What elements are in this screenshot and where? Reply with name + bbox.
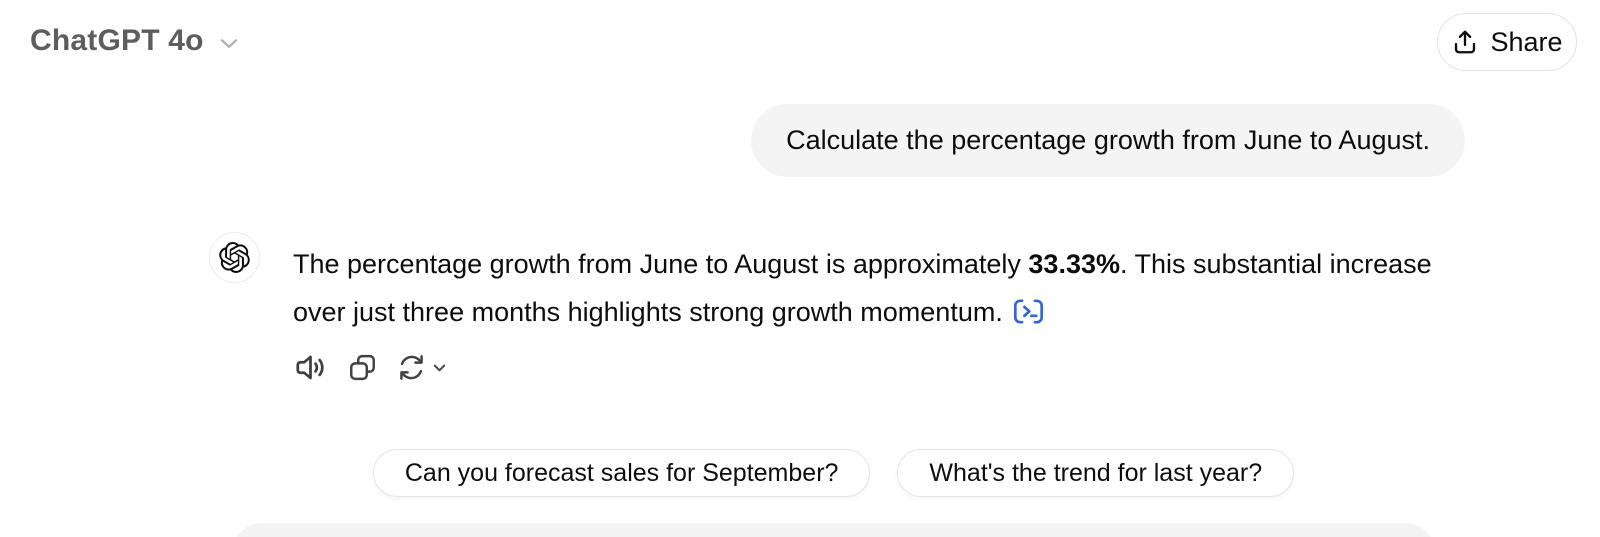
- read-aloud-button[interactable]: [294, 350, 329, 385]
- speaker-icon: [294, 350, 329, 385]
- share-button-label: Share: [1490, 26, 1563, 57]
- user-message-text: Calculate the percentage growth from Jun…: [786, 125, 1430, 155]
- suggestion-chip-label: Can you forecast sales for September?: [404, 458, 839, 487]
- suggestion-chips: Can you forecast sales for September? Wh…: [232, 449, 1435, 497]
- user-message-bubble: Calculate the percentage growth from Jun…: [751, 104, 1465, 177]
- regenerate-button[interactable]: [396, 352, 449, 383]
- terminal-citation-icon[interactable]: [1012, 292, 1045, 340]
- assistant-text-bold: 33.33%: [1028, 249, 1120, 279]
- assistant-avatar: [209, 232, 260, 283]
- model-selector-label: ChatGPT 4o: [30, 24, 204, 57]
- message-actions: [294, 350, 449, 385]
- suggestion-chip-trend[interactable]: What's the trend for last year?: [897, 449, 1295, 497]
- assistant-text-segment: over just three months highlights strong…: [293, 297, 1003, 327]
- openai-logo-icon: [219, 242, 250, 273]
- suggestion-chip-label: What's the trend for last year?: [929, 458, 1263, 487]
- chevron-down-icon: [430, 358, 449, 377]
- assistant-text-segment: . This substantial increase: [1119, 249, 1432, 279]
- composer-input[interactable]: [232, 523, 1435, 537]
- assistant-text-segment: The percentage growth from June to Augus…: [293, 249, 1029, 279]
- copy-icon: [347, 352, 378, 383]
- assistant-message-text: The percentage growth from June to Augus…: [293, 240, 1503, 340]
- copy-button[interactable]: [347, 352, 378, 383]
- regenerate-icon: [396, 352, 427, 383]
- model-selector[interactable]: ChatGPT 4o: [30, 24, 242, 58]
- share-button[interactable]: Share: [1437, 13, 1577, 71]
- upload-icon: [1451, 28, 1479, 56]
- chevron-down-icon: [216, 26, 242, 56]
- suggestion-chip-forecast[interactable]: Can you forecast sales for September?: [372, 449, 871, 497]
